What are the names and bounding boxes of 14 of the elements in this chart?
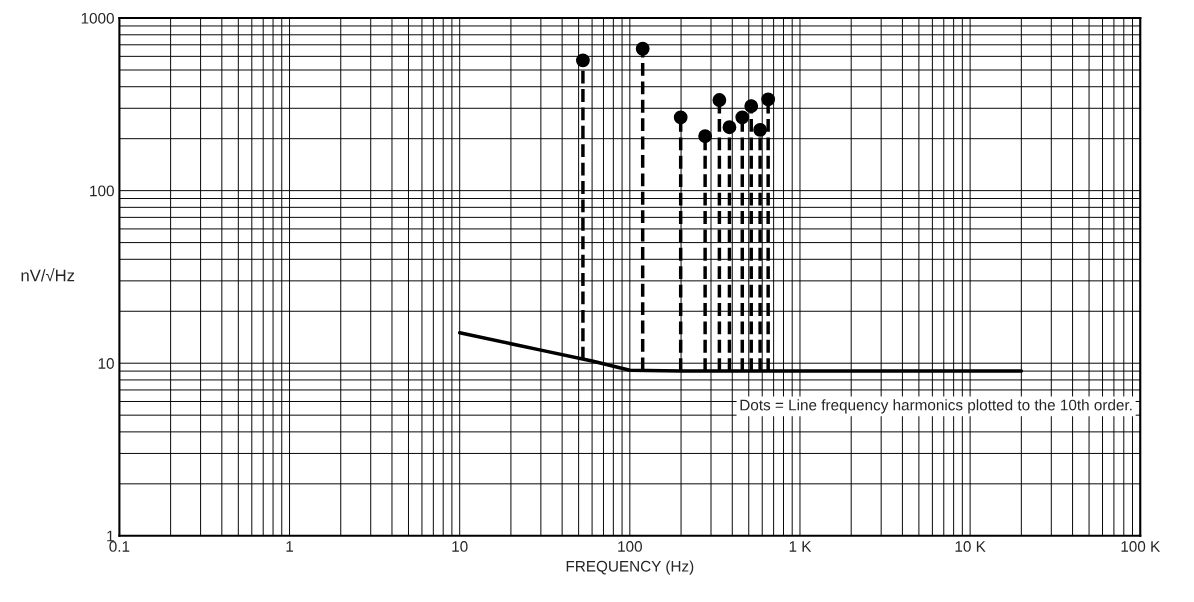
x-tick-label: 10 K	[955, 541, 986, 552]
x-tick-label: 1	[286, 541, 294, 552]
y-tick-label: 10	[98, 358, 114, 369]
y-tick-label: 1	[107, 530, 114, 542]
annotation: Dots = Line frequency harmonics plotted to the 10th order.	[740, 399, 1132, 414]
x-tick-label: 10	[452, 541, 468, 552]
y-tick-label: 100	[90, 185, 114, 197]
x-tick-label: 100	[618, 541, 642, 552]
x-axis-title: FREQUENCY (Hz)	[566, 560, 694, 575]
y-axis-title: nV/√Hz	[21, 268, 75, 282]
y-tick-label: 1000	[81, 12, 114, 24]
x-tick-label: 0.1	[109, 541, 130, 552]
x-tick-label: 100 K	[1121, 541, 1161, 552]
x-tick-label: 1 K	[789, 541, 812, 552]
